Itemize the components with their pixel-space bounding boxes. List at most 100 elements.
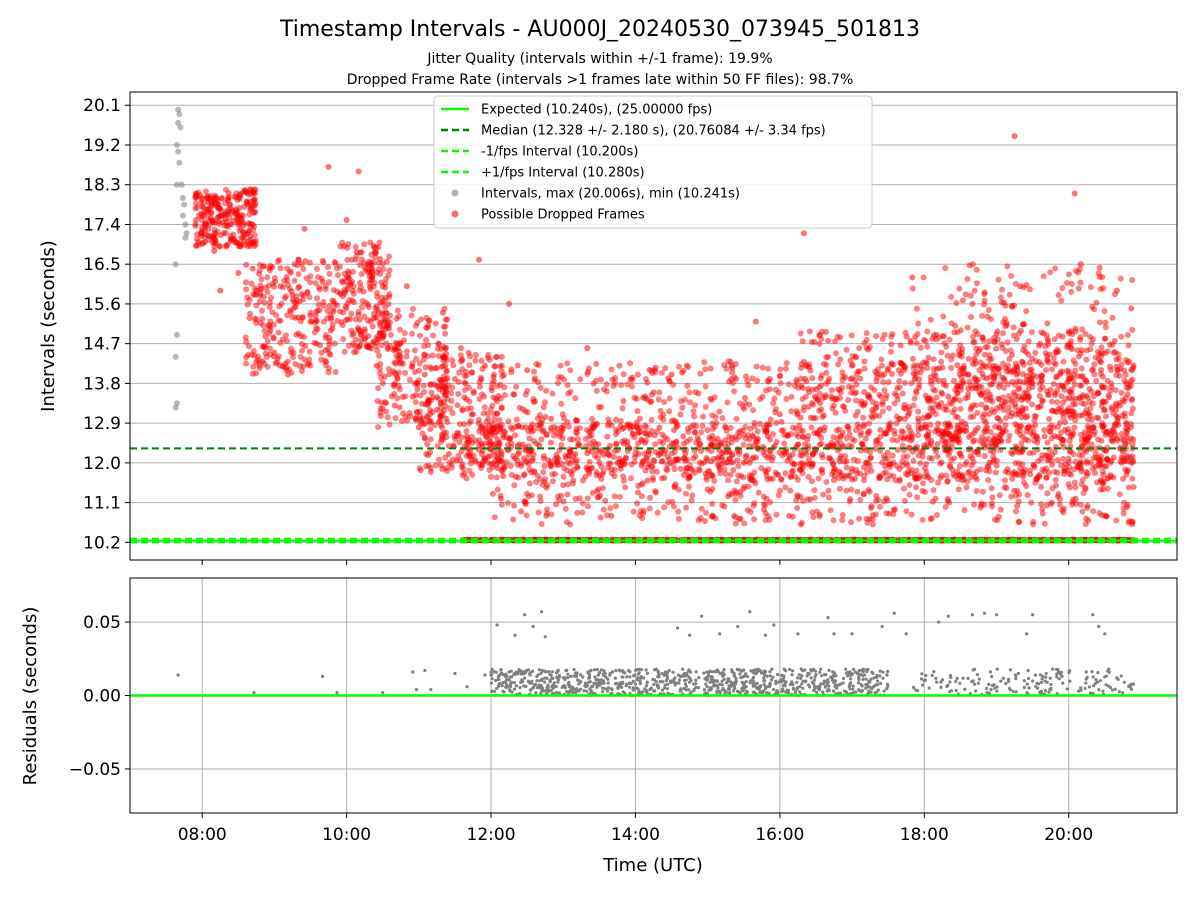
dropped-frame-point xyxy=(1072,367,1079,374)
dropped-frame-point xyxy=(628,383,635,390)
dropped-frame-point xyxy=(724,477,731,484)
dropped-frame-point xyxy=(427,426,434,433)
dropped-frame-point xyxy=(691,413,698,420)
dropped-frame-point xyxy=(426,317,433,324)
dropped-frame-point xyxy=(997,506,1004,513)
dropped-frame-point xyxy=(1010,324,1017,331)
dropped-frame-point xyxy=(264,338,271,345)
dropped-frame-point xyxy=(386,312,393,319)
dropped-frame-point xyxy=(472,456,479,463)
dropped-frame-point xyxy=(263,354,270,361)
dropped-frame-point xyxy=(803,363,810,370)
dropped-frame-point xyxy=(466,398,473,405)
dropped-frame-point xyxy=(896,477,903,484)
dropped-frame-point xyxy=(358,304,365,311)
dropped-frame-point xyxy=(1078,382,1085,389)
dropped-frame-point xyxy=(687,399,694,406)
dropped-frame-point xyxy=(375,244,382,251)
dropped-frame-point xyxy=(1091,306,1098,313)
dropped-frame-point xyxy=(856,345,863,352)
dropped-frame-point xyxy=(383,340,390,347)
dropped-frame-point xyxy=(585,503,592,510)
dropped-frame-point xyxy=(808,478,815,485)
dropped-frame-point xyxy=(574,417,581,424)
dropped-frame-point xyxy=(772,386,779,393)
dropped-frame-point xyxy=(1129,367,1136,374)
dropped-frame-point xyxy=(876,412,883,419)
dropped-frame-point xyxy=(1043,474,1050,481)
dropped-frame-point xyxy=(572,395,579,402)
dropped-frame-point xyxy=(490,441,497,448)
dropped-frame-point xyxy=(409,330,416,337)
dropped-frame-point xyxy=(634,371,641,378)
dropped-frame-point xyxy=(538,521,545,528)
dropped-frame-point xyxy=(970,501,977,508)
dropped-frame-point xyxy=(740,441,747,448)
dropped-frame-point xyxy=(285,281,292,288)
dropped-frame-point xyxy=(458,434,465,441)
dropped-frame-point xyxy=(906,491,913,498)
dropped-frame-point xyxy=(1035,458,1042,465)
dropped-frame-point xyxy=(871,387,878,394)
dropped-frame-point xyxy=(1032,358,1039,365)
dropped-frame-point xyxy=(1107,367,1114,374)
dropped-frame-point xyxy=(731,388,738,395)
dropped-frame-point xyxy=(1083,468,1090,475)
dropped-frame-point xyxy=(1113,363,1120,370)
dropped-frame-point xyxy=(843,346,850,353)
dropped-frame-point xyxy=(463,475,470,482)
dropped-frame-point xyxy=(223,209,230,216)
dropped-frame-point xyxy=(203,188,210,195)
dropped-frame-point xyxy=(929,498,936,505)
dropped-frame-point xyxy=(1096,319,1103,326)
dropped-frame-point xyxy=(954,329,961,336)
dropped-frame-point xyxy=(297,333,304,340)
dropped-frame-point xyxy=(741,520,748,527)
dropped-frame-point xyxy=(697,370,704,377)
dropped-frame-point xyxy=(482,455,489,462)
interval-point xyxy=(177,124,184,131)
dropped-frame-point xyxy=(1004,339,1011,346)
dropped-frame-point xyxy=(377,413,384,420)
dropped-frame-point xyxy=(899,442,906,449)
dropped-frame-point xyxy=(313,265,320,272)
dropped-frame-point xyxy=(1068,471,1075,478)
interval-point xyxy=(178,181,185,188)
dropped-frame-point xyxy=(812,415,819,422)
dropped-frame-point xyxy=(915,415,922,422)
dropped-frame-point xyxy=(990,378,997,385)
dropped-frame-point xyxy=(362,299,369,306)
dropped-frame-point xyxy=(424,414,431,421)
dropped-frame-point xyxy=(1001,477,1008,484)
dropped-frame-point xyxy=(396,340,403,347)
dropped-frame-point xyxy=(270,334,277,341)
dropped-frame-point xyxy=(915,422,922,429)
dropped-frame-point xyxy=(586,433,593,440)
dropped-frame-point xyxy=(432,320,439,327)
dropped-frame-point xyxy=(616,362,623,369)
dropped-frame-point xyxy=(584,495,591,502)
dropped-frame-point xyxy=(1026,393,1033,400)
dropped-frame-point xyxy=(548,427,555,434)
dropped-frame-point xyxy=(268,294,275,301)
dropped-frame-point xyxy=(443,465,450,472)
dropped-frame-point xyxy=(344,316,351,323)
dropped-frame-point xyxy=(579,477,586,484)
dropped-frame-point xyxy=(669,498,676,505)
dropped-frame-point xyxy=(1110,454,1117,461)
dropped-frame-point xyxy=(746,459,753,466)
interval-point xyxy=(175,119,182,126)
dropped-frame-point xyxy=(1068,280,1075,287)
dropped-frame-point xyxy=(574,436,581,443)
dropped-frame-point xyxy=(1029,401,1036,408)
dropped-frame-point xyxy=(374,347,381,354)
dropped-frame-point xyxy=(865,391,872,398)
dropped-frame-point xyxy=(658,369,665,376)
dropped-frame-point xyxy=(1025,338,1032,345)
dropped-frame-point xyxy=(366,258,373,265)
dropped-frame-point xyxy=(777,366,784,373)
dropped-frame-point xyxy=(420,421,427,428)
dropped-frame-point xyxy=(791,382,798,389)
dropped-frame-point xyxy=(293,331,300,338)
dropped-frame-point xyxy=(1058,297,1065,304)
